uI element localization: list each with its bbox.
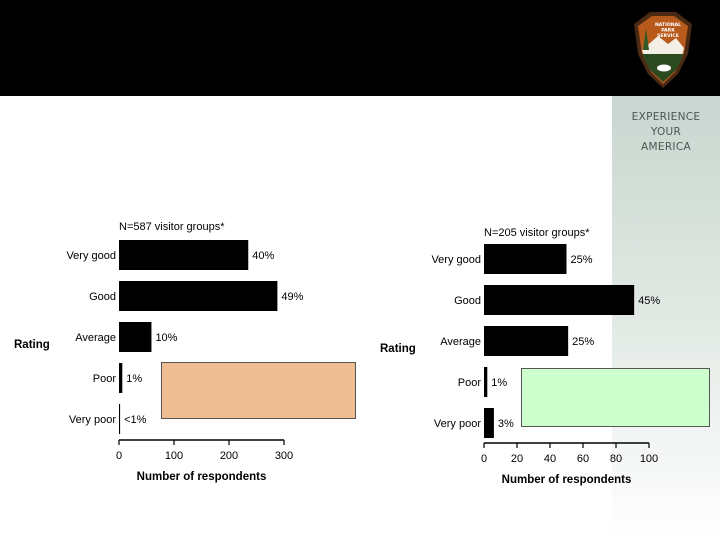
tagline-line: YOUR — [650, 126, 682, 138]
y-axis-label: Rating — [14, 339, 50, 351]
tagline: EXPERIENCE YOUR AMERICA — [612, 110, 720, 155]
bar — [484, 408, 494, 438]
x-tick-label: 20 — [511, 453, 523, 465]
data-label: 10% — [155, 332, 177, 344]
data-label: 1% — [126, 373, 142, 385]
callout-box-right — [521, 368, 710, 427]
data-label: 25% — [571, 254, 593, 266]
x-tick-label: 0 — [481, 453, 487, 465]
y-axis-label: Rating — [380, 343, 416, 355]
x-axis-label: Number of respondents — [137, 471, 267, 483]
bar — [119, 322, 152, 352]
x-tick-label: 100 — [640, 453, 658, 465]
x-tick-label: 300 — [275, 450, 293, 462]
bar — [119, 281, 278, 311]
x-tick-label: 40 — [544, 453, 556, 465]
tagline-line: AMERICA — [641, 141, 691, 153]
category-label: Poor — [458, 377, 482, 389]
bar — [119, 404, 121, 434]
category-label: Very poor — [69, 414, 116, 426]
category-label: Very good — [66, 250, 116, 262]
data-label: 45% — [638, 295, 660, 307]
data-label: 40% — [252, 250, 274, 262]
x-tick-label: 200 — [220, 450, 238, 462]
bar — [119, 240, 249, 270]
data-label: 1% — [491, 377, 507, 389]
nps-arrowhead-logo: NATIONAL PARK SERVICE — [634, 12, 692, 88]
x-axis-label: Number of respondents — [502, 474, 632, 486]
chart-title: N=205 visitor groups* — [484, 227, 590, 239]
category-label: Average — [75, 332, 116, 344]
logo-text: PARK — [661, 28, 675, 34]
category-label: Good — [89, 291, 116, 303]
bar — [484, 367, 488, 397]
x-tick-label: 60 — [577, 453, 589, 465]
bar — [484, 244, 567, 274]
category-label: Good — [454, 295, 481, 307]
data-label: 49% — [281, 291, 303, 303]
category-label: Average — [440, 336, 481, 348]
x-tick-label: 80 — [610, 453, 622, 465]
logo-text: SERVICE — [657, 33, 679, 39]
category-label: Poor — [93, 373, 117, 385]
x-tick-label: 0 — [116, 450, 122, 462]
x-tick-label: 100 — [165, 450, 183, 462]
sidebar-panel — [612, 96, 720, 540]
data-label: 3% — [498, 418, 514, 430]
bar — [119, 363, 123, 393]
category-label: Very poor — [434, 418, 481, 430]
chart-title: N=587 visitor groups* — [119, 221, 225, 233]
category-label: Very good — [431, 254, 481, 266]
data-label: <1% — [124, 414, 147, 426]
tagline-line: EXPERIENCE — [631, 111, 701, 123]
bar — [484, 326, 569, 356]
logo-text: NATIONAL — [655, 22, 681, 28]
data-label: 25% — [572, 336, 594, 348]
header-bar — [0, 0, 720, 96]
callout-box-left — [161, 362, 356, 419]
bar — [484, 285, 635, 315]
